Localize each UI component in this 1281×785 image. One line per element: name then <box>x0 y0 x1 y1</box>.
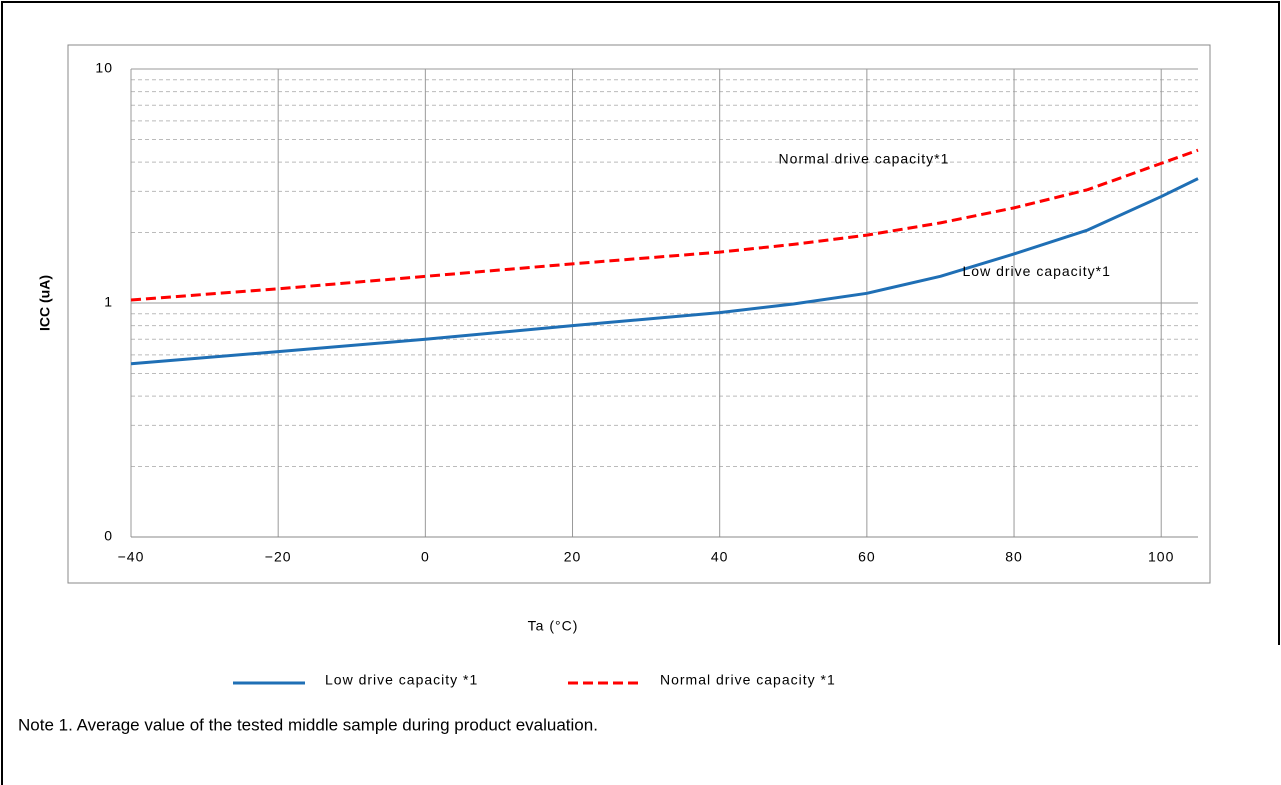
annotation: Low drive capacity*1 <box>963 263 1111 279</box>
x-tick-label: 40 <box>711 549 729 565</box>
x-tick-label: 20 <box>564 549 582 565</box>
x-tick-label: 60 <box>858 549 876 565</box>
y-tick-label: 1 <box>104 294 113 310</box>
x-tick-label: −40 <box>118 549 145 565</box>
note: Note 1. Average value of the tested midd… <box>18 715 598 734</box>
legend-label: Low drive capacity *1 <box>325 672 478 688</box>
y-tick-label: 10 <box>95 60 113 76</box>
x-tick-label: −20 <box>265 549 292 565</box>
x-tick-label: 80 <box>1005 549 1023 565</box>
annotation: Normal drive capacity*1 <box>779 150 950 166</box>
y-axis-label: ICC (uA) <box>37 275 53 331</box>
x-tick-label: 100 <box>1148 549 1174 565</box>
y-tick-label: 0 <box>104 528 113 544</box>
x-axis-label: Ta (°C) <box>528 618 579 634</box>
chart-box <box>67 44 1211 584</box>
x-tick-label: 0 <box>421 549 430 565</box>
legend-label: Normal drive capacity *1 <box>660 672 836 688</box>
series-line <box>130 148 1199 302</box>
series-line <box>130 177 1199 366</box>
